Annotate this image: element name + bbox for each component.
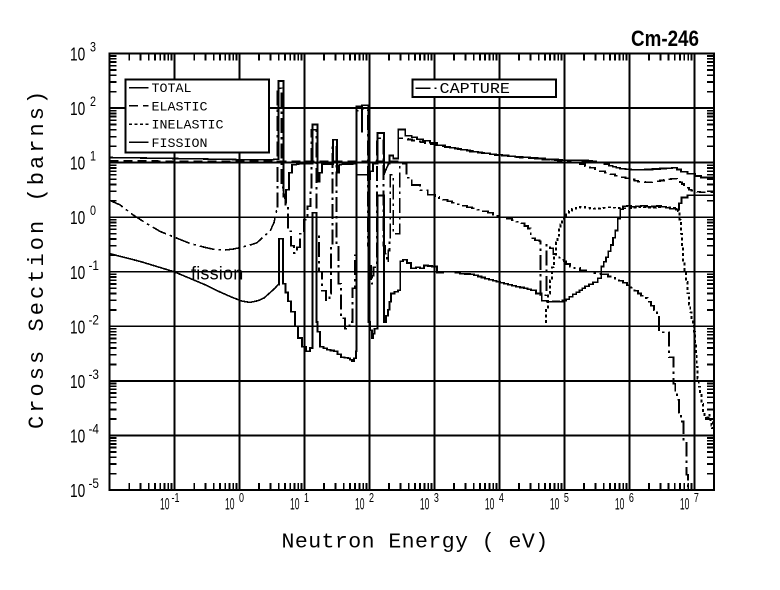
svg-text:10: 10 xyxy=(70,45,85,65)
svg-text:7: 7 xyxy=(694,490,699,505)
svg-text:Neutron Energy ( eV): Neutron Energy ( eV) xyxy=(282,531,549,555)
svg-text:2: 2 xyxy=(369,490,374,505)
svg-text:-3: -3 xyxy=(89,367,100,382)
svg-text:0: 0 xyxy=(239,490,244,505)
svg-text:10: 10 xyxy=(70,154,85,174)
svg-text:5: 5 xyxy=(564,490,569,505)
svg-text:10: 10 xyxy=(420,496,430,514)
svg-text:1: 1 xyxy=(304,490,309,505)
svg-text:-5: -5 xyxy=(89,476,100,491)
svg-text:10: 10 xyxy=(290,496,300,514)
svg-text:10: 10 xyxy=(355,496,365,514)
svg-text:10: 10 xyxy=(70,208,85,228)
svg-text:10: 10 xyxy=(70,317,85,337)
svg-text:fission: fission xyxy=(191,264,243,284)
svg-text:6: 6 xyxy=(629,490,634,505)
svg-text:3: 3 xyxy=(434,490,439,505)
svg-text:CAPTURE: CAPTURE xyxy=(440,81,511,98)
svg-text:1: 1 xyxy=(90,149,96,164)
svg-text:ELASTIC: ELASTIC xyxy=(152,99,208,114)
svg-text:Cross Section (barns): Cross Section (barns) xyxy=(25,88,50,429)
svg-text:10: 10 xyxy=(70,372,85,392)
svg-text:0: 0 xyxy=(90,203,96,218)
svg-text:Cm-246: Cm-246 xyxy=(631,26,699,51)
svg-text:10: 10 xyxy=(70,263,85,283)
svg-text:10: 10 xyxy=(550,496,560,514)
svg-text:4: 4 xyxy=(499,490,504,505)
svg-text:10: 10 xyxy=(485,496,495,514)
svg-text:INELASTIC: INELASTIC xyxy=(152,118,224,133)
svg-text:10: 10 xyxy=(160,496,170,514)
svg-text:10: 10 xyxy=(225,496,235,514)
svg-text:10: 10 xyxy=(680,496,690,514)
svg-text:-1: -1 xyxy=(89,258,100,273)
svg-text:2: 2 xyxy=(90,94,96,109)
svg-text:-2: -2 xyxy=(89,312,100,327)
svg-text:3: 3 xyxy=(90,40,96,55)
svg-text:10: 10 xyxy=(70,426,85,446)
svg-text:TOTAL: TOTAL xyxy=(152,81,192,96)
svg-text:10: 10 xyxy=(615,496,625,514)
svg-text:FISSION: FISSION xyxy=(152,136,208,151)
svg-text:10: 10 xyxy=(70,481,85,501)
svg-text:-4: -4 xyxy=(89,421,100,436)
svg-text:-1: -1 xyxy=(172,490,180,505)
svg-text:10: 10 xyxy=(70,99,85,119)
